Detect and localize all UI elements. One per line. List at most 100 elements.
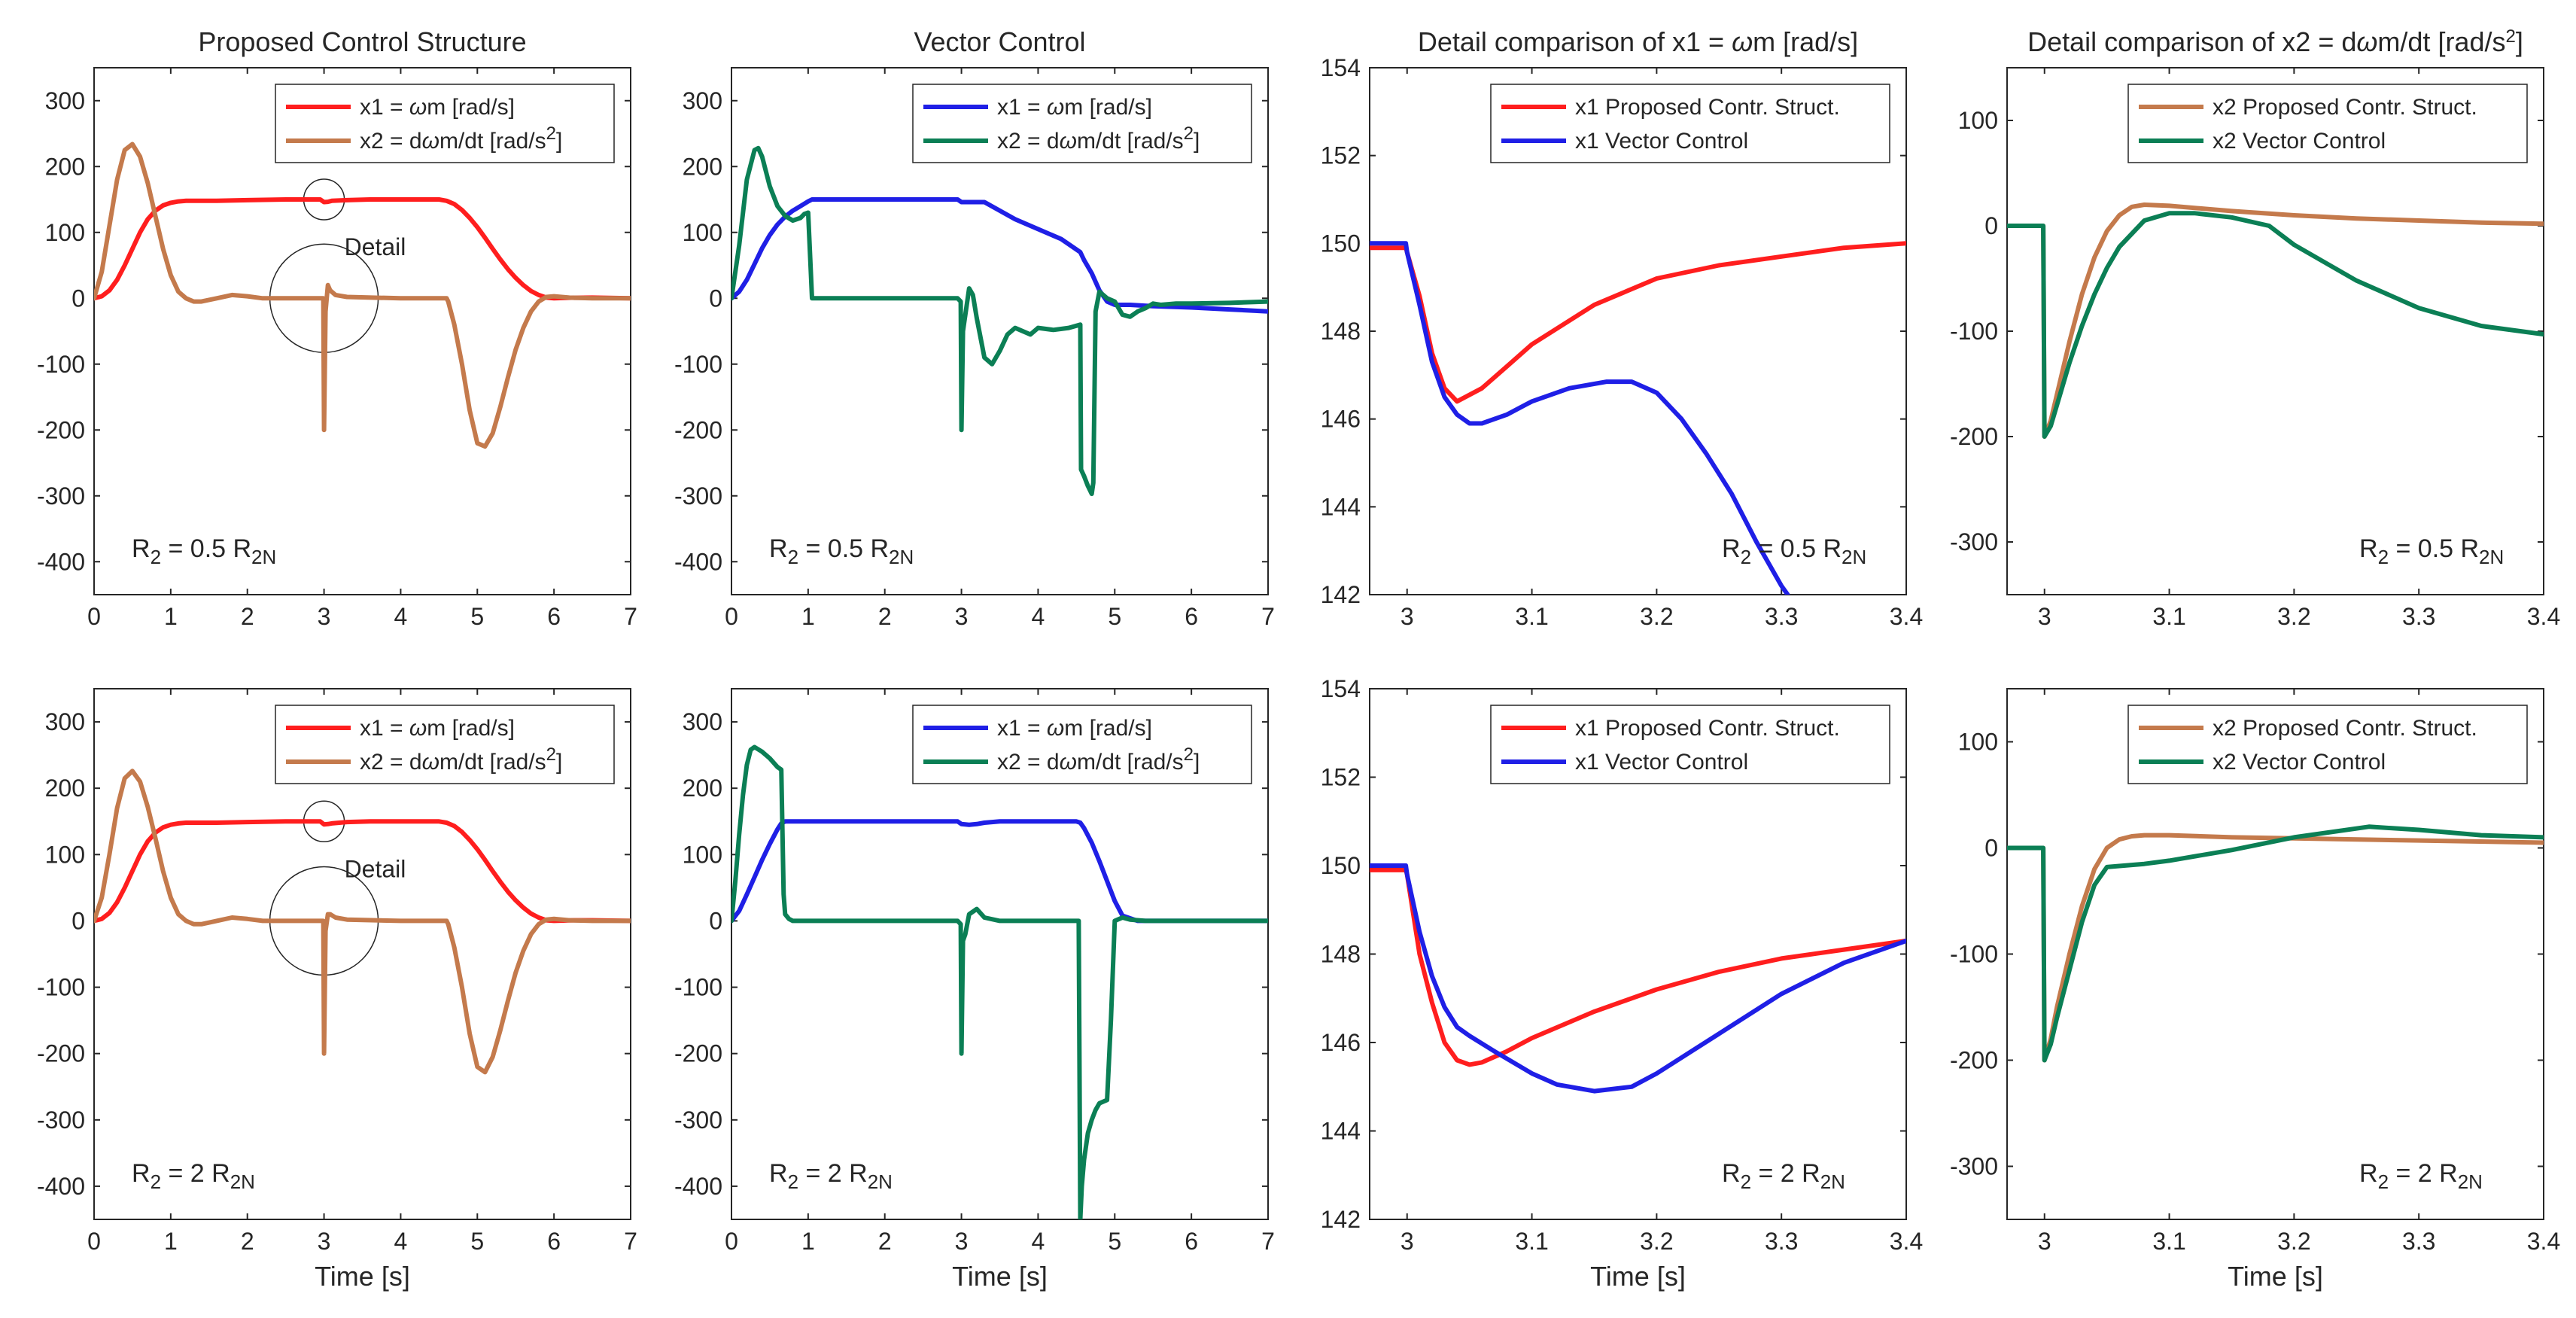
- series-line-2: [2007, 824, 2544, 1063]
- y-tick-label: 200: [45, 153, 85, 180]
- legend-label: x2 Proposed Contr. Struct.: [2213, 716, 2477, 741]
- x-tick-label: 3.4: [2527, 603, 2560, 630]
- y-tick-label: -400: [674, 548, 722, 575]
- x-tick-label: 3.3: [1765, 1228, 1798, 1255]
- x-tick-label: 3.2: [2277, 603, 2310, 630]
- series-line-1: [731, 819, 1268, 924]
- series-line-2: [94, 142, 631, 449]
- x-tick-label: 3.3: [2402, 1228, 2435, 1255]
- series-line-2: [94, 769, 631, 1075]
- chart-title: Vector Control: [914, 26, 1085, 57]
- legend: x1 = ωm [rad/s] x2 = dωm/dt [rad/s2]: [912, 84, 1252, 163]
- y-tick-label: 200: [683, 775, 722, 802]
- y-tick-label: 300: [45, 87, 85, 114]
- legend-label: x2 Vector Control: [2213, 750, 2386, 775]
- y-tick-label: 100: [1958, 729, 1998, 756]
- legend-label: x1 = ωm [rad/s]: [997, 716, 1152, 741]
- legend: x1 Proposed Contr. Struct. x1 Vector Cont…: [1490, 705, 1890, 784]
- legend-box: [912, 705, 1252, 784]
- legend: x1 = ωm [rad/s] x2 = dωm/dt [rad/s2]: [912, 705, 1252, 784]
- y-tick-label: -400: [674, 1173, 722, 1200]
- x-tick-label: 6: [1185, 1228, 1198, 1255]
- legend-box: [912, 84, 1252, 163]
- x-tick-label: 3.3: [1765, 603, 1798, 630]
- x-tick-label: 2: [241, 603, 254, 630]
- x-tick-label: 2: [241, 1228, 254, 1255]
- y-tick-label: -300: [1950, 528, 1998, 556]
- x-tick-label: 0: [87, 1228, 101, 1255]
- legend-label: x2 = dωm/dt [rad/s2]: [360, 123, 562, 154]
- chart-title: Detail comparison of x2 = dωm/dt [rad/s2…: [2027, 26, 2523, 57]
- legend-label: x2 = dωm/dt [rad/s2]: [997, 123, 1200, 154]
- y-tick-label: -100: [1950, 318, 1998, 345]
- x-tick-label: 0: [725, 1228, 738, 1255]
- y-tick-label: 146: [1321, 406, 1361, 433]
- x-tick-label: 3.2: [1640, 603, 1673, 630]
- legend: x2 Proposed Contr. Struct. x2 Vector Cont…: [2127, 705, 2528, 784]
- x-tick-label: 1: [164, 1228, 178, 1255]
- x-tick-label: 0: [725, 603, 738, 630]
- y-tick-label: 146: [1321, 1029, 1361, 1056]
- y-tick-label: -200: [1950, 423, 1998, 450]
- y-tick-label: 150: [1321, 230, 1361, 257]
- x-tick-label: 5: [470, 603, 484, 630]
- y-tick-label: 200: [683, 153, 722, 180]
- chart-panel-6: 0 1 2 3 4 5 6 7 -400 -300 -200 -100 0 100 200 300 Time […: [674, 688, 1275, 1292]
- x-tick-label: 3: [955, 1228, 969, 1255]
- parameter-annotation: R2 = 0.5 R2N: [2359, 534, 2504, 568]
- y-tick-label: -100: [674, 974, 722, 1001]
- x-tick-label: 3: [1401, 1228, 1414, 1255]
- x-tick-label: 6: [547, 1228, 561, 1255]
- chart-panel-7: 3 3.1 3.2 3.3 3.4 142 144 146 148 150 152 154 Time […: [1321, 675, 1924, 1292]
- series-line-1: [731, 197, 1268, 314]
- legend-label: x2 = dωm/dt [rad/s2]: [360, 744, 562, 775]
- legend: x1 Proposed Contr. Struct. x1 Vector Cont…: [1490, 84, 1890, 163]
- y-tick-label: 142: [1321, 1206, 1361, 1233]
- y-tick-label: 142: [1321, 581, 1361, 608]
- legend-label: x2 Proposed Contr. Struct.: [2213, 95, 2477, 120]
- x-tick-label: 0: [87, 603, 101, 630]
- x-tick-label: 1: [801, 603, 815, 630]
- y-tick-label: 100: [683, 841, 722, 868]
- y-tick-label: -300: [674, 1106, 722, 1134]
- series-line-1: [94, 819, 631, 924]
- y-tick-label: 150: [1321, 852, 1361, 879]
- detail-label: Detail: [345, 855, 406, 882]
- y-tick-label: 300: [683, 87, 722, 114]
- y-tick-label: -200: [37, 1040, 85, 1067]
- parameter-annotation: R2 = 2 R2N: [2359, 1159, 2483, 1193]
- x-axis-label: Time [s]: [952, 1261, 1048, 1292]
- x-tick-label: 7: [1261, 1228, 1275, 1255]
- x-tick-label: 1: [164, 603, 178, 630]
- x-tick-label: 3.3: [2402, 603, 2435, 630]
- x-tick-label: 3: [318, 1228, 331, 1255]
- y-tick-label: -300: [1950, 1153, 1998, 1180]
- x-tick-label: 4: [394, 603, 408, 630]
- series-line-2: [731, 744, 1268, 1219]
- y-tick-label: 154: [1321, 54, 1361, 81]
- y-tick-label: -100: [37, 974, 85, 1001]
- y-tick-label: -400: [37, 548, 85, 575]
- x-tick-label: 3: [318, 603, 331, 630]
- parameter-annotation: R2 = 2 R2N: [1722, 1159, 1845, 1193]
- x-tick-label: 3: [2038, 1228, 2051, 1255]
- legend-label: x1 Proposed Contr. Struct.: [1575, 95, 1840, 120]
- x-tick-label: 2: [878, 603, 892, 630]
- legend-box: [2127, 705, 2528, 784]
- parameter-annotation: R2 = 0.5 R2N: [769, 534, 914, 568]
- x-tick-label: 5: [1108, 603, 1121, 630]
- series-line-2: [2007, 211, 2544, 439]
- x-tick-label: 3.2: [1640, 1228, 1673, 1255]
- legend-box: [275, 705, 615, 784]
- y-tick-label: 0: [1984, 212, 1998, 239]
- legend-label: x2 = dωm/dt [rad/s2]: [997, 744, 1200, 775]
- legend-label: x1 = ωm [rad/s]: [997, 95, 1152, 120]
- x-tick-label: 3.2: [2277, 1228, 2310, 1255]
- legend-label: x1 = ωm [rad/s]: [360, 95, 515, 120]
- legend: x1 = ωm [rad/s] x2 = dωm/dt [rad/s2]: [275, 84, 615, 163]
- legend-label: x1 = ωm [rad/s]: [360, 716, 515, 741]
- x-tick-label: 2: [878, 1228, 892, 1255]
- y-tick-label: 144: [1321, 1118, 1361, 1145]
- chart-panel-4: 3 3.1 3.2 3.3 3.4 -300 -200 -100 0 100 Detail comp…: [1950, 26, 2560, 630]
- x-tick-label: 5: [1108, 1228, 1121, 1255]
